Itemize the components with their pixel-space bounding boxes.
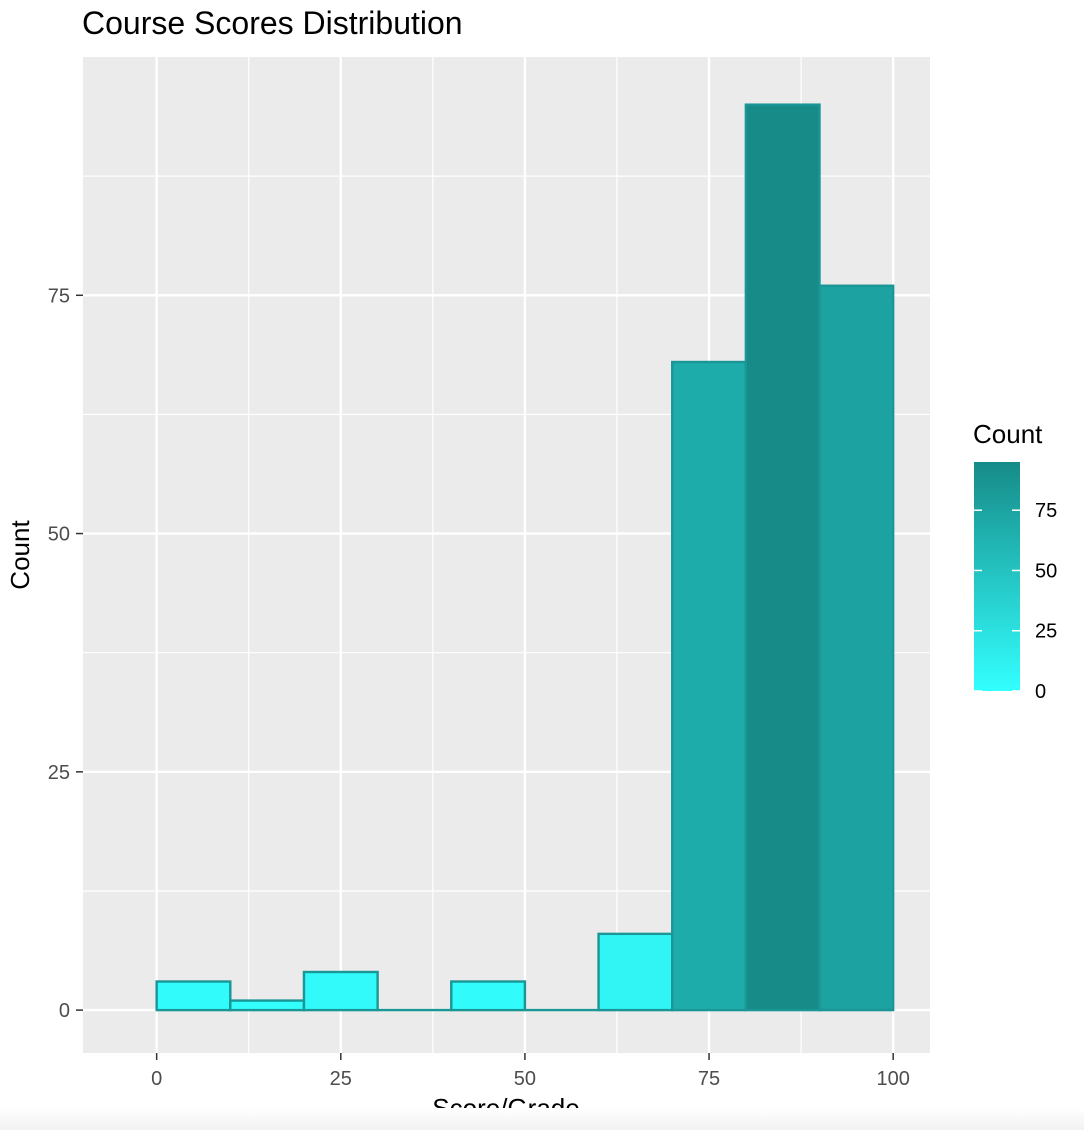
y-tick-label: 0 [59,1000,70,1022]
histogram-bar [597,932,674,1012]
histogram-bars [155,103,895,1012]
color-legend: Count 0 25 50 75 [973,419,1057,703]
chart-title: Course Scores Distribution [82,5,463,41]
legend-ticks: 0 25 50 75 [974,500,1057,703]
x-tick-label: 75 [698,1068,720,1090]
window-bottom-edge [0,1108,1084,1130]
y-tick-label: 25 [48,762,70,784]
legend-tick-label: 50 [1035,560,1057,582]
histogram-bar [450,980,527,1012]
x-tick-label: 0 [151,1068,162,1090]
x-tick-label: 25 [330,1068,352,1090]
histogram-bar [155,980,232,1012]
legend-tick-label: 25 [1035,621,1057,643]
legend-title: Count [973,419,1043,449]
y-axis: 0 25 50 75 [48,285,83,1022]
histogram-bar [671,360,748,1012]
x-tick-label: 100 [876,1068,909,1090]
histogram-bar [229,999,306,1012]
x-axis: 0 25 50 75 100 [151,1053,910,1090]
legend-color-bar [974,462,1020,691]
y-tick-label: 50 [48,524,70,546]
y-axis-title: Count [5,520,35,590]
y-tick-label: 75 [48,285,70,307]
histogram-bar [302,970,379,1012]
legend-tick-label: 0 [1035,681,1046,703]
legend-tick-label: 75 [1035,500,1057,522]
histogram-bar [744,103,821,1012]
histogram-bar [818,284,895,1012]
x-tick-label: 50 [514,1068,536,1090]
